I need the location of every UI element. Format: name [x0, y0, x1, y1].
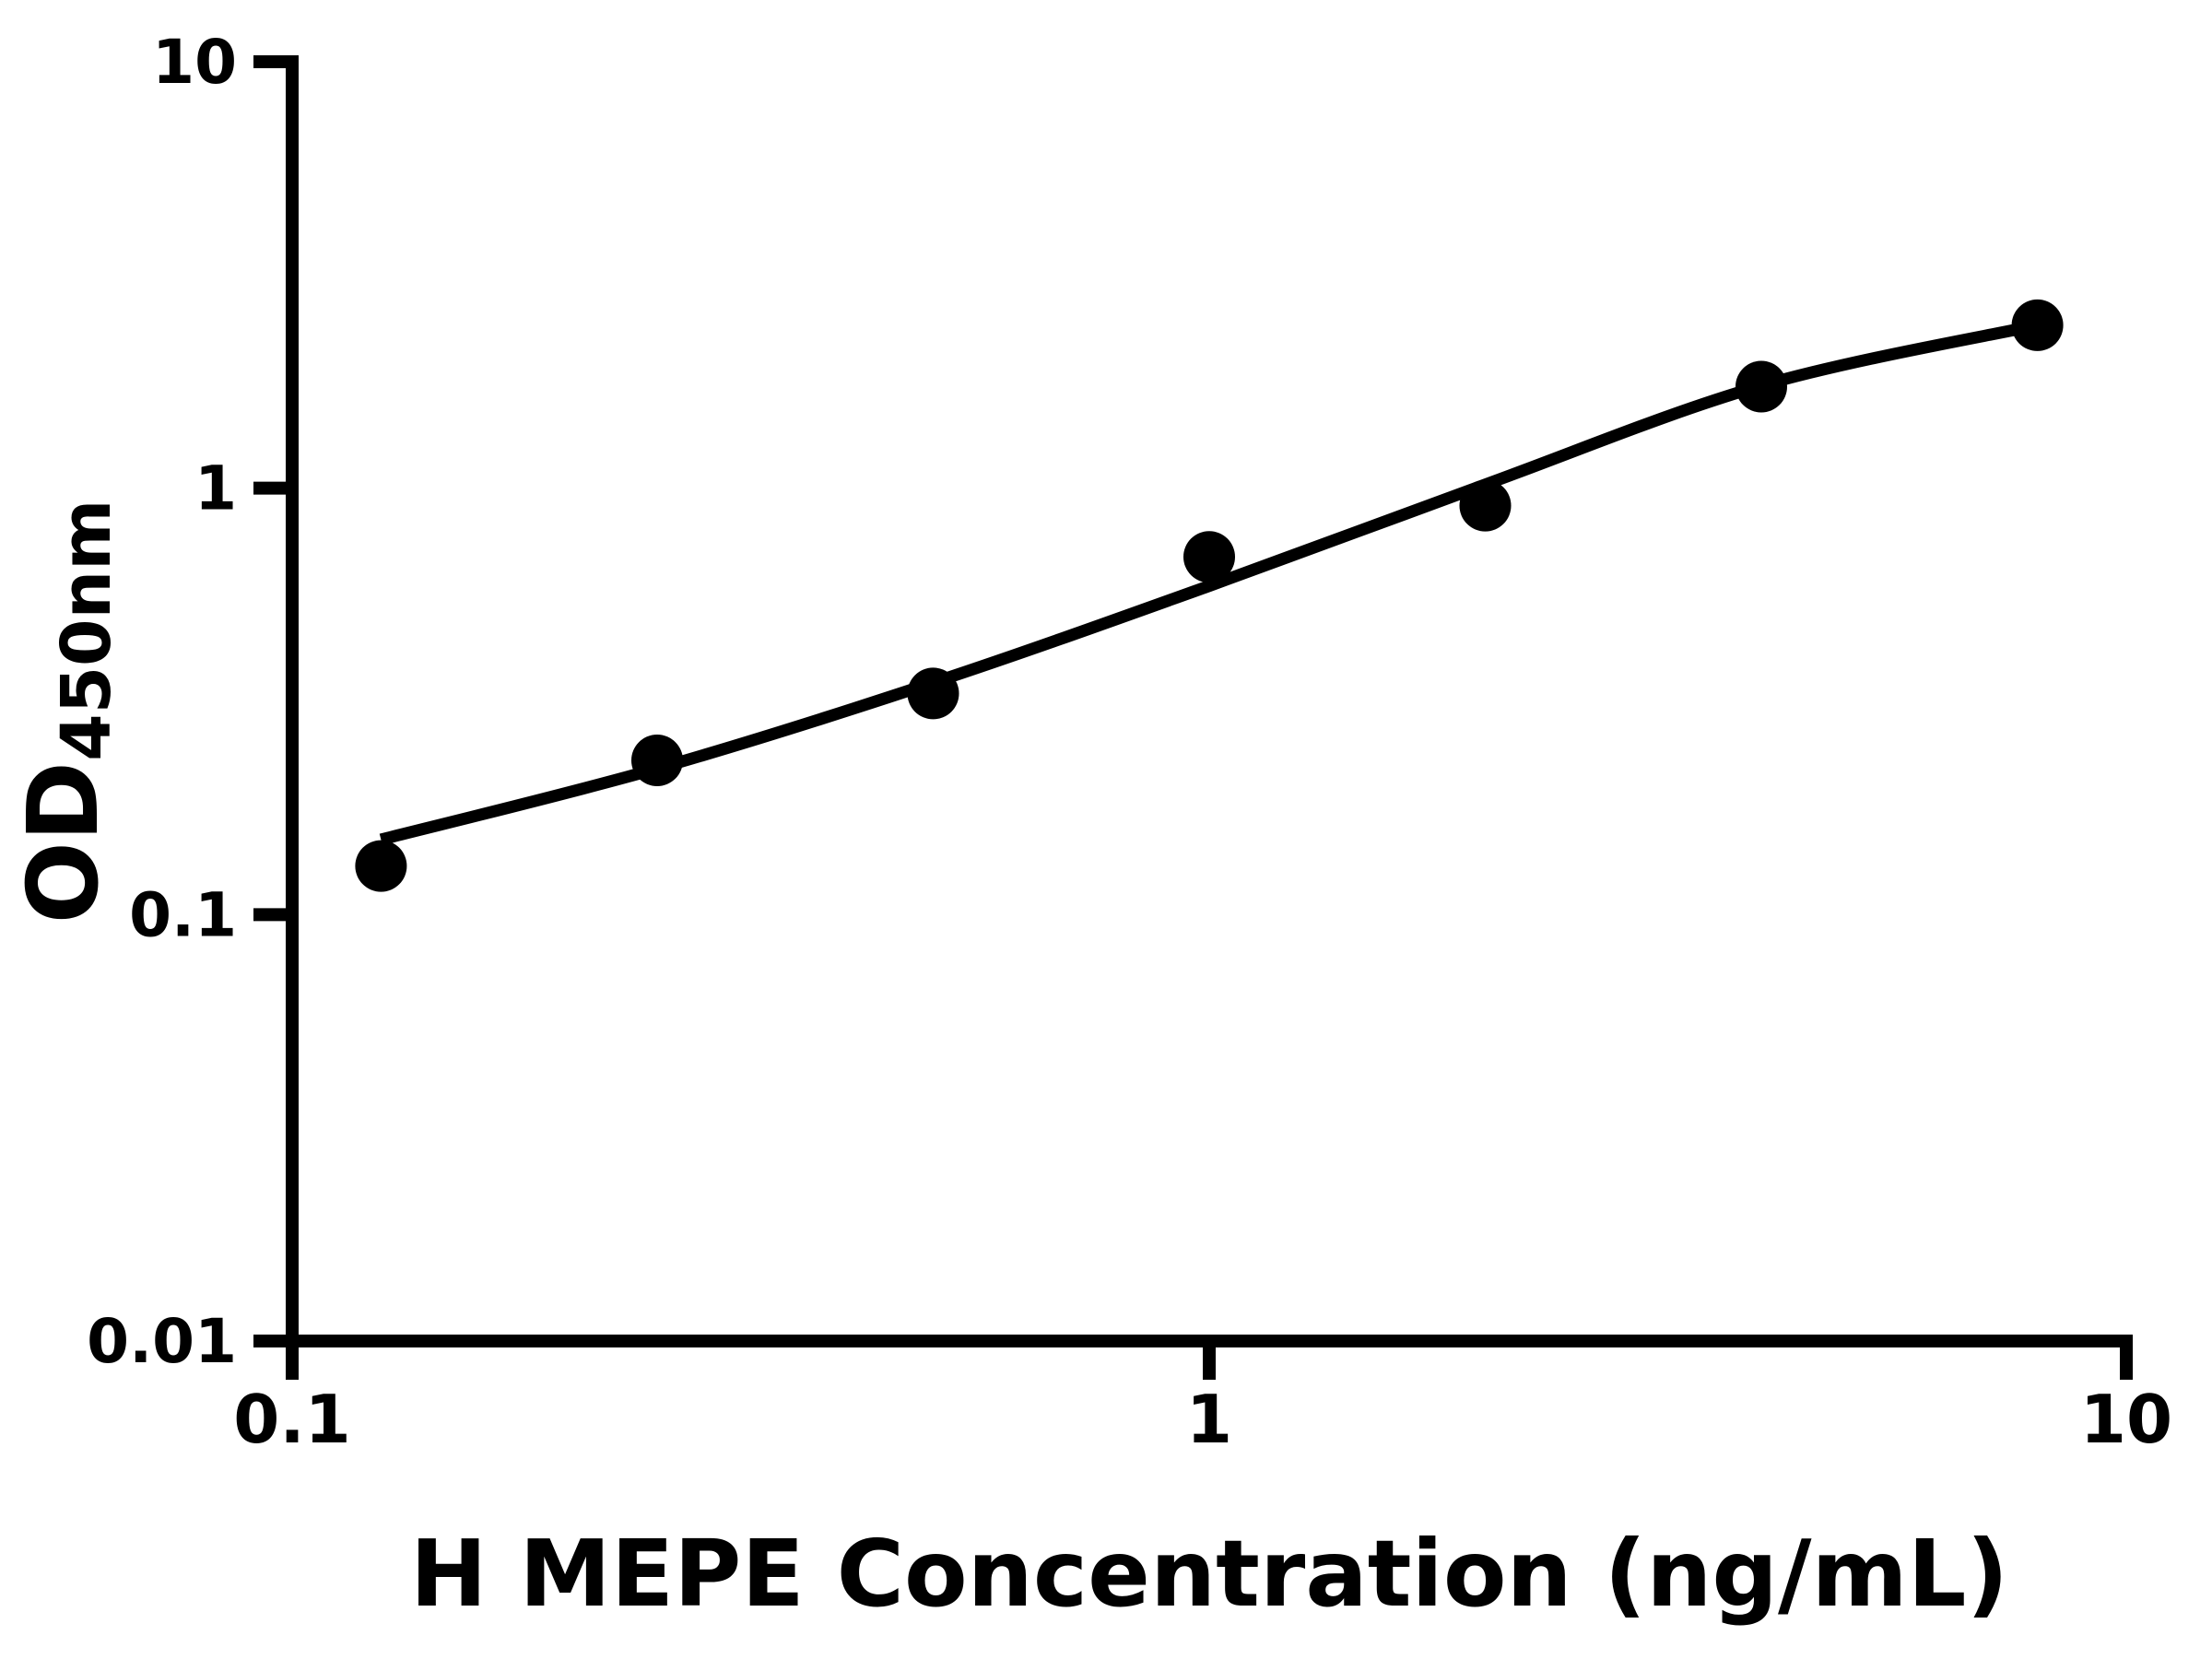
data-point	[1183, 531, 1235, 583]
data-point	[631, 735, 683, 786]
data-point	[1735, 360, 1787, 413]
y-axis-title-main: OD	[7, 761, 120, 924]
x-tick-label: 0.1	[233, 1381, 351, 1458]
y-tick-label: 0.01	[87, 1306, 237, 1377]
axis-spine	[286, 55, 2133, 1347]
y-tick-label: 1	[194, 453, 237, 524]
data-point	[907, 667, 959, 720]
y-tick-label: 10	[152, 27, 237, 98]
x-tick-label: 10	[2080, 1381, 2172, 1458]
x-tick-label: 1	[1186, 1381, 1232, 1458]
data-point	[1459, 479, 1512, 532]
x-axis-title: H MEPE Concentration (ng/mL)	[410, 1520, 2008, 1628]
y-axis-title-sub: 450nm	[47, 500, 126, 761]
y-axis-title: OD450nm	[7, 500, 126, 924]
data-point	[355, 840, 407, 892]
data-point	[2011, 299, 2064, 351]
y-tick-label: 0.1	[129, 879, 237, 950]
